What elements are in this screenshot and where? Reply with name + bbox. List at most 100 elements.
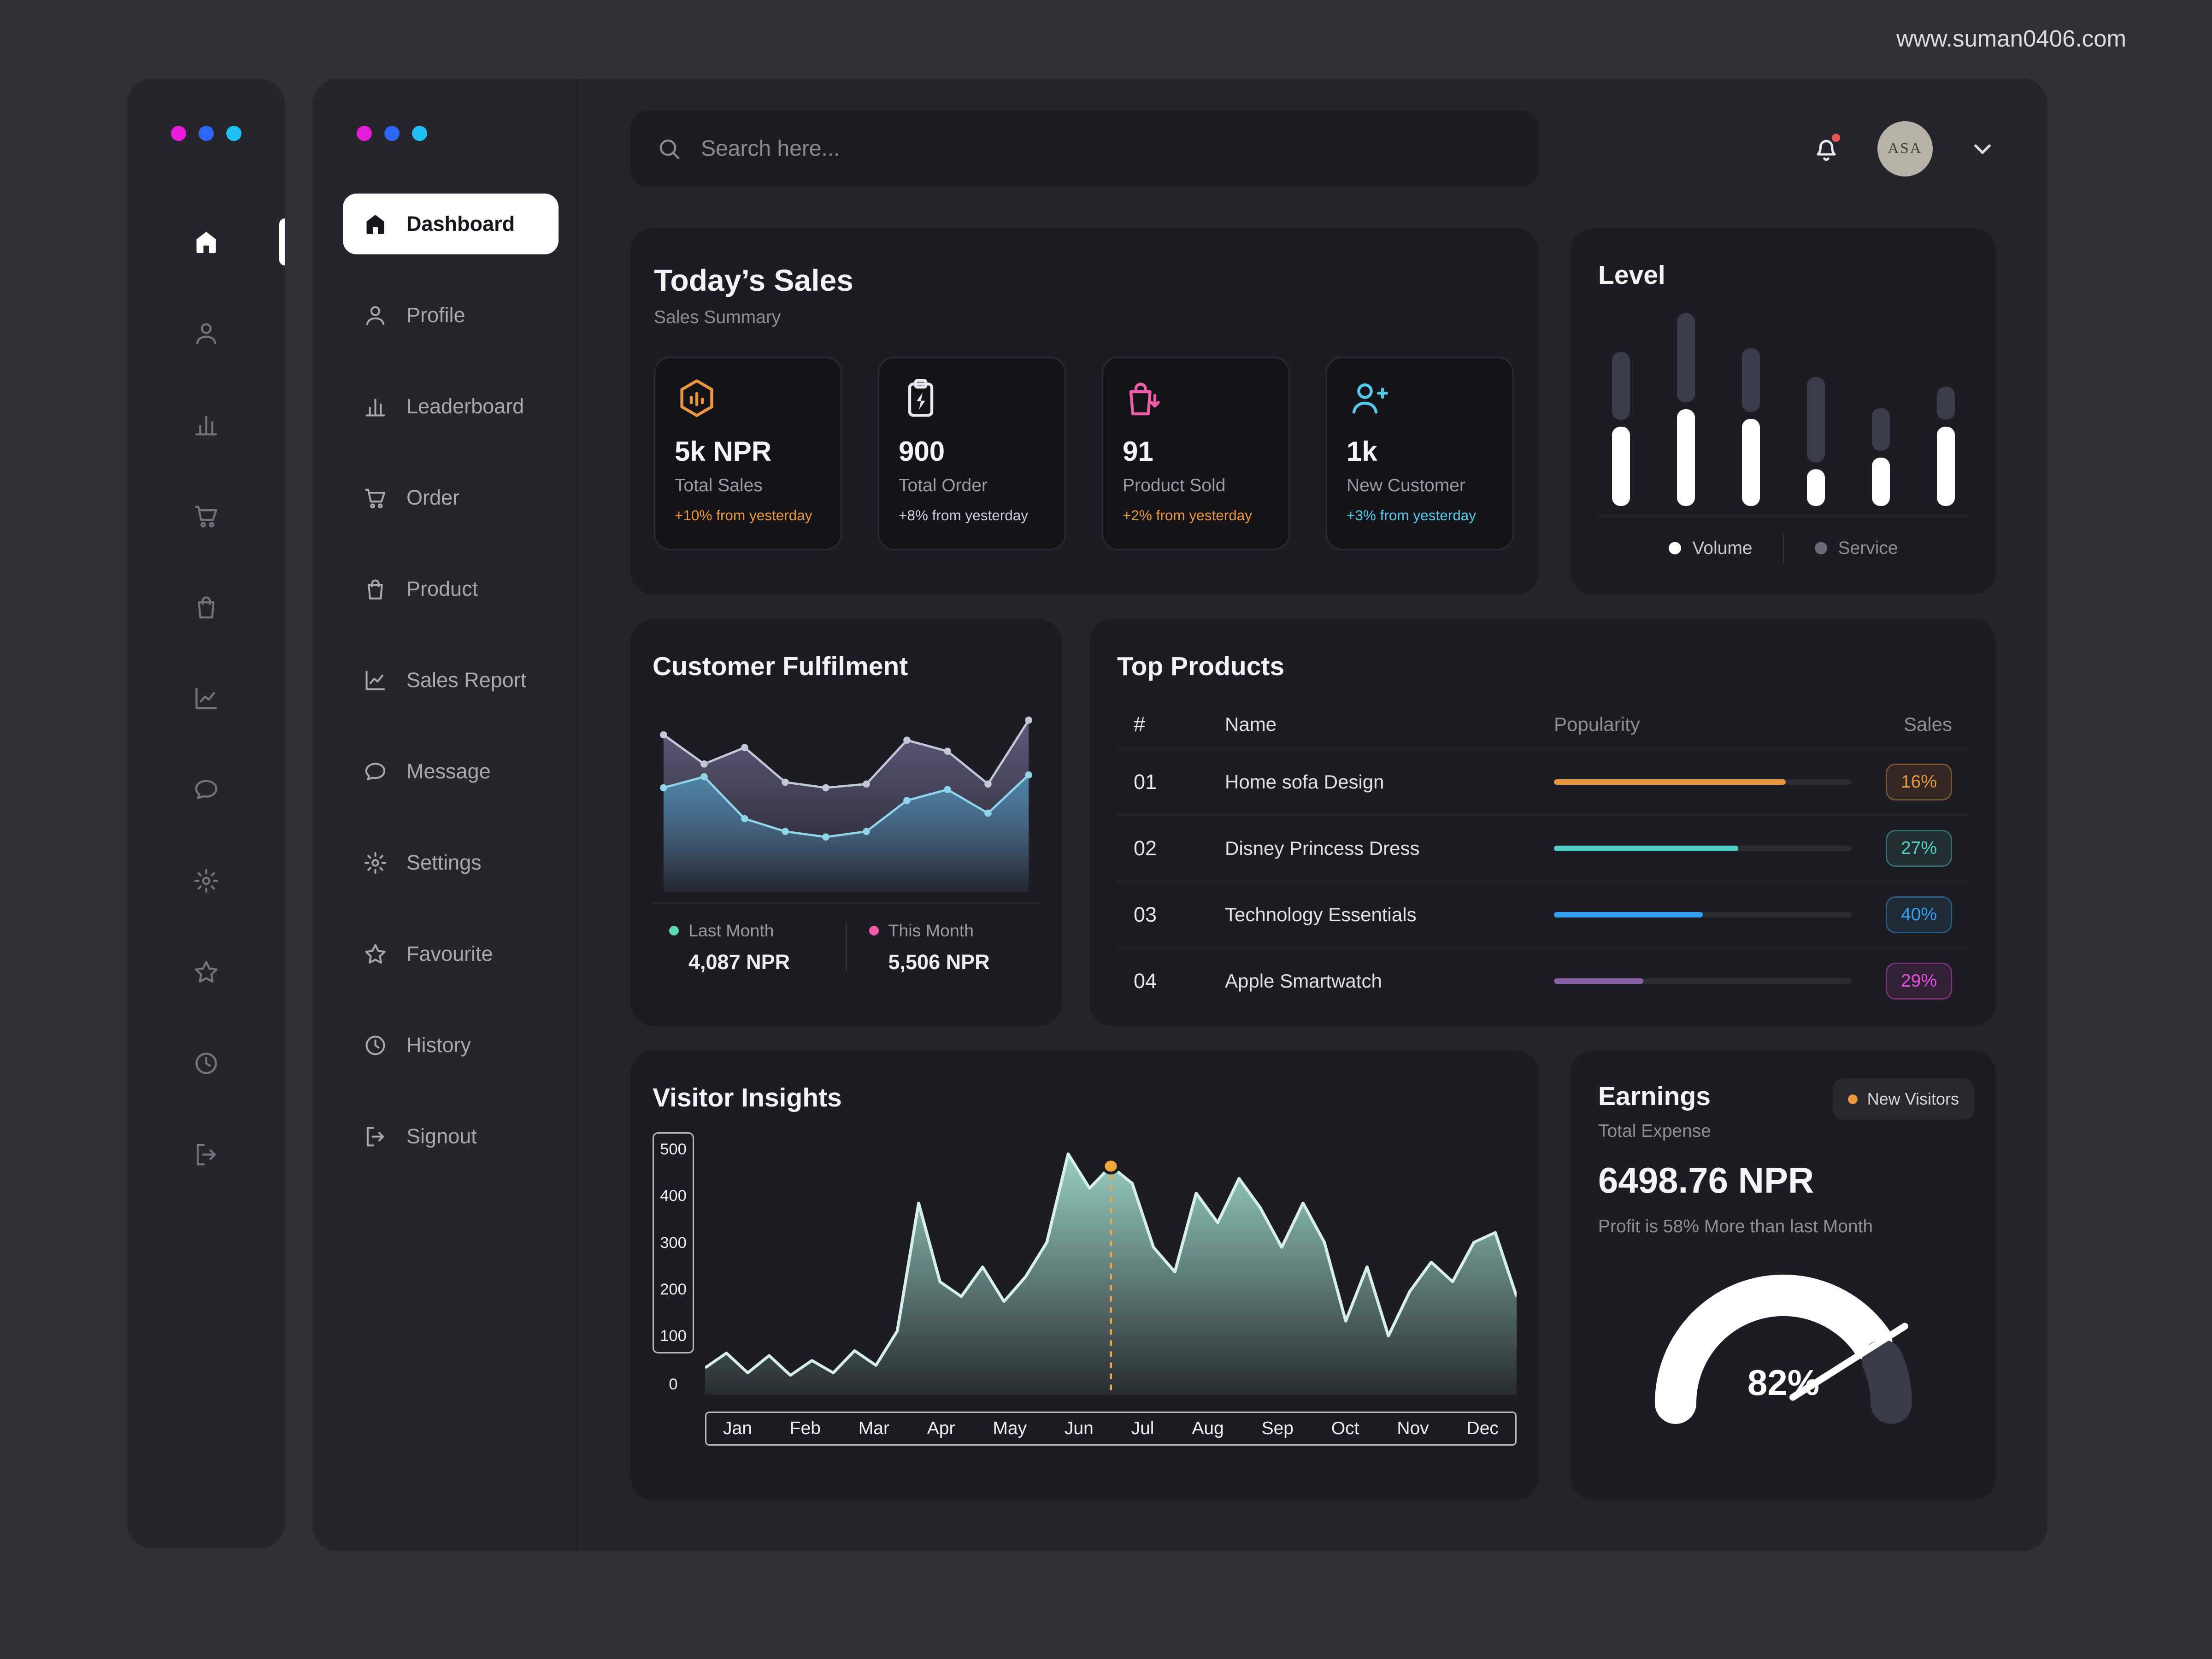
product-row-apple-smartwatch[interactable]: 04 Apple Smartwatch 29%	[1117, 947, 1969, 1013]
product-row-home-sofa-design[interactable]: 01 Home sofa Design 16%	[1117, 748, 1969, 814]
mini-sidebar-item-order[interactable]	[127, 470, 285, 561]
orange-dot-icon	[1847, 1094, 1858, 1104]
message-icon	[362, 759, 388, 785]
mini-sidebar-item-settings[interactable]	[127, 835, 285, 926]
sidebar-item-label: Message	[406, 759, 491, 783]
visitor-insights-chart	[705, 1152, 1517, 1395]
notification-bell[interactable]	[1810, 132, 1843, 165]
notification-dot	[1830, 132, 1841, 143]
chevron-down-icon	[1967, 134, 1998, 164]
visitor-insights-body: 500 400 300 200 100 0 Jan Feb Mar Apr May Jun Jul A…	[653, 1132, 1517, 1446]
window-dot-1	[357, 126, 372, 141]
sidebar-item-label: History	[406, 1033, 471, 1057]
popularity-bar	[1554, 912, 1851, 918]
x-tick-label-may: May	[993, 1418, 1027, 1438]
sidebar-item-favourite[interactable]: Favourite	[343, 924, 559, 984]
sidebar-item-history[interactable]: History	[343, 1015, 559, 1076]
main-content: ASA Today’s Sales Sales Summary 5k NPRTo…	[578, 79, 2047, 1551]
mini-sidebar-item-sales-report[interactable]	[127, 653, 285, 744]
settings-icon	[362, 850, 388, 876]
x-tick-label-dec: Dec	[1466, 1418, 1499, 1438]
row-bottom: Visitor Insights 500 400 300 200 100 0 Jan Fe…	[630, 1051, 1998, 1500]
product-icon	[362, 576, 388, 602]
mini-sidebar-item-favourite[interactable]	[127, 926, 285, 1018]
top-products-title: Top Products	[1117, 652, 1285, 681]
row-top: Today’s Sales Sales Summary 5k NPR Total …	[630, 228, 1998, 594]
sidebar-item-label: Dashboard	[406, 212, 515, 235]
product-row-technology-essentials[interactable]: 03 Technology Essentials 40%	[1117, 881, 1969, 947]
legend-dot	[869, 926, 879, 935]
x-tick-label-apr: Apr	[927, 1418, 955, 1438]
legend-label: Last Month	[688, 921, 774, 940]
legend-dot	[1814, 542, 1827, 554]
mini-sidebar-item-profile[interactable]	[127, 288, 285, 379]
mini-sidebar	[127, 79, 285, 1548]
stat-card-total-sales[interactable]: 5k NPR Total Sales +10% from yesterday	[654, 357, 842, 550]
legend-label: This Month	[888, 921, 974, 940]
sidebar-item-order[interactable]: Order	[343, 467, 559, 528]
x-tick-label-jun: Jun	[1064, 1418, 1094, 1438]
customer-fulfilment-title: Customer Fulfilment	[653, 652, 908, 681]
sidebar-item-label: Leaderboard	[406, 394, 524, 418]
visitor-insights-plot	[705, 1132, 1517, 1403]
mini-sidebar-item-message[interactable]	[127, 744, 285, 835]
product-name: Disney Princess Dress	[1225, 837, 1420, 859]
legend-dot	[1669, 542, 1682, 554]
y-tick-label: 500	[660, 1141, 687, 1158]
product-row-disney-princess-dress[interactable]: 02 Disney Princess Dress 27%	[1117, 814, 1969, 881]
nav-sidebar: Dashboard Profile Leaderboard Order Product S…	[312, 79, 578, 1551]
sales-badge: 27%	[1886, 830, 1952, 867]
order-icon	[362, 485, 388, 511]
sidebar-item-leaderboard[interactable]: Leaderboard	[343, 376, 559, 437]
settings-icon	[192, 866, 221, 895]
y-axis-zero-label: 0	[669, 1376, 678, 1393]
column-header-name: Name	[1225, 713, 1277, 735]
active-indicator	[279, 218, 285, 265]
favourite-icon	[192, 958, 221, 987]
new-visitors-badge: New Visitors	[1832, 1078, 1974, 1120]
stat-label: Product Sold	[1123, 476, 1226, 495]
stat-value: 5k NPR	[675, 436, 772, 467]
sidebar-item-signout[interactable]: Signout	[343, 1106, 559, 1167]
todays-sales-card: Today’s Sales Sales Summary 5k NPR Total …	[630, 228, 1539, 594]
mini-sidebar-item-signout[interactable]	[127, 1109, 285, 1200]
profile-icon	[362, 302, 388, 329]
sidebar-item-profile[interactable]: Profile	[343, 285, 559, 346]
earnings-title: Earnings	[1598, 1082, 1711, 1111]
stat-card-product-sold[interactable]: 91 Product Sold +2% from yesterday	[1102, 357, 1290, 550]
window-dot-3	[226, 126, 241, 141]
stat-delta: +8% from yesterday	[899, 507, 1028, 524]
earnings-card: New Visitors Earnings Total Expense 6498…	[1571, 1051, 1996, 1500]
profile-menu-chevron[interactable]	[1967, 134, 1998, 164]
y-tick-label: 400	[660, 1187, 687, 1205]
mini-sidebar-item-history[interactable]	[127, 1018, 285, 1109]
x-tick-label-nov: Nov	[1397, 1418, 1429, 1438]
sidebar-item-sales-report[interactable]: Sales Report	[343, 650, 559, 711]
sidebar-item-dashboard[interactable]: Dashboard	[343, 194, 559, 254]
visitor-insights-months: Jan Feb Mar Apr May Jun Jul Aug Sep Oct Nov Dec	[705, 1412, 1517, 1446]
column-header-sales: Sales	[1903, 713, 1952, 735]
sidebar-item-product[interactable]: Product	[343, 559, 559, 619]
order-clipboard-icon	[899, 376, 943, 420]
legend-label: Service	[1838, 538, 1898, 558]
stat-card-new-customer[interactable]: 1k New Customer +3% from yesterday	[1326, 357, 1514, 550]
mini-sidebar-items	[127, 196, 285, 1200]
sidebar-item-label: Order	[406, 486, 460, 509]
legend-item-volume: Volume	[1669, 538, 1753, 559]
product-number: 03	[1134, 902, 1157, 926]
sales-report-icon	[362, 667, 388, 694]
leaderboard-icon	[362, 394, 388, 420]
avatar[interactable]: ASA	[1877, 121, 1933, 176]
mini-sidebar-item-product[interactable]	[127, 561, 285, 653]
sidebar-item-label: Settings	[406, 851, 482, 874]
todays-sales-title: Today’s Sales	[654, 263, 853, 297]
stat-value: 91	[1123, 436, 1153, 467]
top-products-card: Top Products # Name Popularity Sales 01 Home…	[1089, 619, 1996, 1026]
sidebar-item-settings[interactable]: Settings	[343, 832, 559, 893]
sidebar-item-message[interactable]: Message	[343, 741, 559, 802]
mini-sidebar-item-dashboard[interactable]	[127, 196, 285, 288]
mini-sidebar-item-leaderboard[interactable]	[127, 379, 285, 470]
stat-card-total-order[interactable]: 900 Total Order +8% from yesterday	[878, 357, 1066, 550]
y-tick-label: 100	[660, 1327, 687, 1345]
search-input[interactable]	[701, 136, 1514, 161]
